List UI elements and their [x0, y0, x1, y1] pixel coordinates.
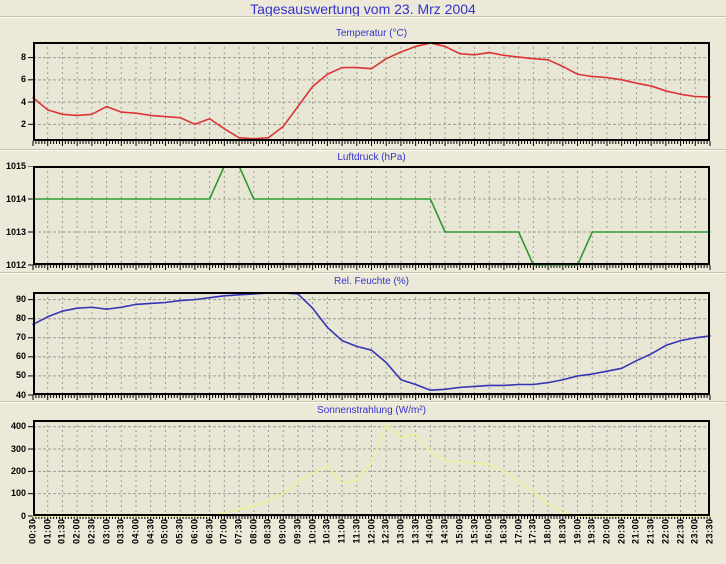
chart-luftdruck — [28, 166, 718, 271]
x-tick-label: 01:00 — [42, 518, 53, 545]
y-tick-label: 1012 — [5, 259, 26, 270]
y-tick-label: 100 — [10, 488, 26, 499]
y-axis-luftdruck: 1012 1013 1014 1015 — [0, 161, 26, 270]
x-tick-label: 17:30 — [527, 518, 538, 545]
chart-plot — [28, 292, 711, 400]
chart-temperatur — [28, 42, 718, 147]
x-tick-label: 02:00 — [71, 518, 82, 545]
x-tick-label: 02:30 — [86, 518, 97, 545]
series-line — [32, 292, 711, 392]
y-tick-label: 2 — [20, 118, 26, 129]
x-tick-label: 12:00 — [366, 518, 376, 545]
divider — [0, 272, 726, 274]
y-tick-label: 1014 — [5, 193, 26, 204]
y-tick-label: 0 — [20, 510, 26, 521]
x-tick-label: 19:00 — [572, 518, 583, 545]
y-tick-label: 1013 — [5, 226, 26, 237]
y-axis-temperatur: 2 4 6 8 — [0, 42, 26, 141]
x-tick-label: 05:00 — [159, 518, 170, 545]
x-tick-label: 01:30 — [56, 518, 67, 545]
y-tick-label: 60 — [15, 351, 26, 362]
chart-plot — [28, 166, 711, 270]
series-line — [32, 166, 711, 266]
x-tick-label: 11:00 — [336, 518, 347, 544]
y-tick-label: 80 — [15, 313, 26, 324]
x-tick-label: 04:30 — [145, 518, 156, 545]
x-tick-label: 18:30 — [557, 518, 568, 545]
x-tick-label: 23:00 — [689, 518, 700, 545]
x-tick-label: 08:30 — [262, 518, 273, 545]
y-tick-label: 70 — [15, 332, 26, 343]
y-axis-feuchte: 40 50 60 70 80 90 — [0, 292, 26, 399]
y-tick-label: 300 — [10, 443, 26, 454]
x-tick-label: 21:30 — [645, 518, 656, 545]
x-tick-label: 07:00 — [218, 518, 229, 545]
chart-title-feuchte: Rel. Feuchte (%) — [333, 276, 410, 287]
x-tick-label: 07:30 — [233, 518, 244, 545]
chart-title-luftdruck: Luftdruck (hPa) — [337, 152, 406, 163]
divider — [0, 149, 726, 151]
y-axis-sonnenstrahlung: 0 100 200 300 400 — [0, 420, 26, 520]
x-tick-label: 16:30 — [498, 518, 509, 545]
x-tick-label: 03:30 — [115, 518, 126, 545]
y-tick-label: 200 — [10, 465, 26, 476]
y-tick-label: 1015 — [5, 160, 26, 171]
x-tick-label: 03:00 — [101, 518, 112, 545]
chart-plot — [28, 420, 711, 521]
x-tick-label: 11:30 — [351, 518, 362, 544]
x-tick-label: 18:00 — [542, 518, 553, 545]
x-tick-label: 08:00 — [248, 518, 259, 545]
x-tick-label: 19:30 — [586, 518, 597, 545]
x-tick-label: 10:00 — [307, 518, 318, 545]
x-tick-label: 06:30 — [204, 518, 215, 545]
y-tick-label: 90 — [15, 294, 26, 305]
x-tick-label: 15:00 — [454, 518, 465, 545]
x-tick-label: 09:30 — [292, 518, 303, 545]
x-tick-label: 16:00 — [483, 518, 494, 545]
y-tick-label: 50 — [15, 370, 26, 381]
x-tick-label: 09:00 — [277, 518, 288, 545]
chart-title-sonnenstrahlung: Sonnenstrahlung (W/m²) — [317, 405, 426, 416]
divider — [0, 16, 726, 18]
x-tick-label: 14:00 — [424, 518, 435, 545]
x-tick-label: 06:00 — [189, 518, 200, 545]
y-tick-label: 8 — [20, 52, 26, 63]
series-line — [32, 42, 711, 140]
x-tick-label: 12:30 — [380, 518, 391, 545]
page-title: Tagesauswertung vom 23. Mrz 2004 — [250, 1, 476, 17]
chart-feuchte — [28, 292, 718, 401]
x-tick-label: 14:30 — [439, 518, 450, 545]
x-tick-label: 20:00 — [601, 518, 612, 545]
x-tick-label: 23:30 — [704, 518, 715, 545]
x-tick-label: 13:00 — [395, 518, 406, 545]
x-tick-label: 13:30 — [410, 518, 421, 545]
x-tick-label: 20:30 — [616, 518, 627, 545]
x-tick-label: 17:00 — [513, 518, 524, 545]
chart-title-temperatur: Temperatur (°C) — [335, 28, 408, 39]
chart-plot — [28, 42, 711, 146]
x-tick-label: 00:30 — [27, 518, 38, 545]
x-tick-label: 04:00 — [130, 518, 141, 545]
y-tick-label: 40 — [15, 389, 26, 400]
divider — [0, 401, 726, 403]
y-tick-label: 4 — [20, 96, 26, 107]
x-tick-label: 22:30 — [675, 518, 686, 545]
x-tick-label: 10:30 — [321, 518, 332, 545]
x-tick-label: 21:00 — [630, 518, 641, 545]
x-tick-label: 05:30 — [174, 518, 185, 545]
chart-sonnenstrahlung — [28, 420, 718, 522]
x-tick-label: 22:00 — [660, 518, 671, 545]
y-tick-label: 400 — [10, 421, 26, 432]
y-tick-label: 6 — [20, 74, 26, 85]
x-tick-label: 15:30 — [469, 518, 480, 545]
